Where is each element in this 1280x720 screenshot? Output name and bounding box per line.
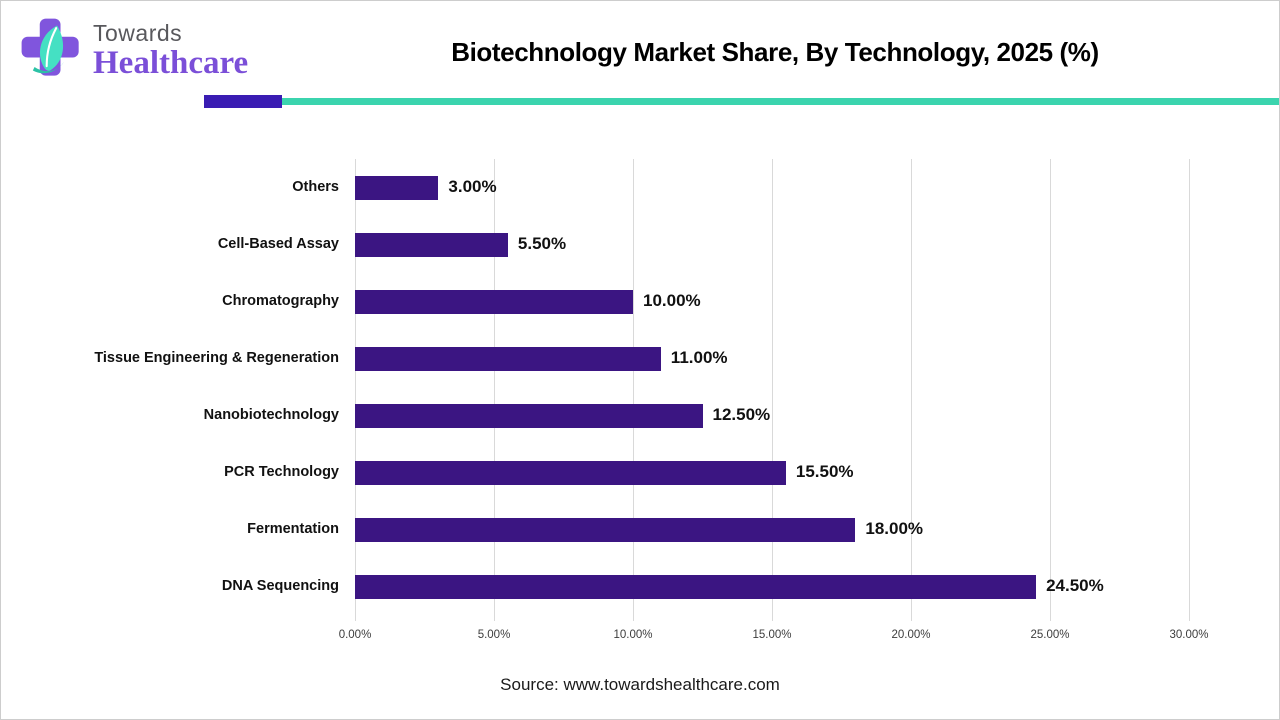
value-label: 10.00% xyxy=(643,290,701,310)
bar xyxy=(355,175,439,200)
x-axis-tick-label: 20.00% xyxy=(891,629,931,641)
gridline xyxy=(355,159,356,621)
bar xyxy=(355,460,786,485)
source-text: Source: www.towardshealthcare.com xyxy=(500,675,780,694)
bar xyxy=(355,232,508,257)
value-label: 24.50% xyxy=(1046,575,1104,595)
category-label: Nanobiotechnology xyxy=(203,406,339,423)
gridline xyxy=(494,159,495,621)
gridline xyxy=(911,159,912,621)
value-label: 15.50% xyxy=(795,461,854,481)
category-label: Others xyxy=(292,178,339,195)
value-label: 3.00% xyxy=(448,176,497,196)
bar xyxy=(355,403,703,428)
x-axis-tick-label: 5.00% xyxy=(477,629,511,641)
gridline xyxy=(1189,159,1190,621)
bar-chart-plot-area: 0.00% 5.00% 10.00% 15.00% 20.00% 25.00% 30.00%… xyxy=(94,159,1209,641)
bar xyxy=(355,517,856,542)
divider-accent-bar xyxy=(204,95,282,108)
value-label: 11.00% xyxy=(670,347,728,367)
brand-healthcare-text: Healthcare xyxy=(93,45,249,82)
value-label: 18.00% xyxy=(865,518,924,538)
category-label: PCR Technology xyxy=(224,463,339,480)
cross-leaf-logo-icon xyxy=(21,18,79,76)
category-label: DNA Sequencing xyxy=(221,577,339,594)
bar xyxy=(355,289,633,314)
gridline xyxy=(633,159,634,621)
bar xyxy=(355,346,661,371)
x-axis-tick-label: 25.00% xyxy=(1030,629,1070,641)
x-axis-tick-label: 0.00% xyxy=(338,629,372,641)
gridline xyxy=(1050,159,1051,621)
divider-line xyxy=(282,98,1279,105)
x-axis-tick-label: 30.00% xyxy=(1169,629,1209,641)
brand-towards-text: Towards xyxy=(93,20,183,46)
value-label: 12.50% xyxy=(712,404,771,424)
value-label: 5.50% xyxy=(517,233,567,253)
category-label: Cell-Based Assay xyxy=(217,235,339,252)
gridline xyxy=(772,159,773,621)
category-label: Chromatography xyxy=(222,292,339,309)
bar xyxy=(355,574,1037,599)
x-axis-tick-label: 10.00% xyxy=(613,629,653,641)
category-label: Tissue Engineering & Regeneration xyxy=(94,349,339,366)
x-axis-tick-label: 15.00% xyxy=(752,629,792,641)
chart-title: Biotechnology Market Share, By Technolog… xyxy=(451,37,1099,67)
towards-healthcare-logo: Towards Healthcare xyxy=(19,13,248,83)
brand-wordmark: Towards Healthcare xyxy=(93,21,248,81)
category-label: Fermentation xyxy=(247,520,339,537)
